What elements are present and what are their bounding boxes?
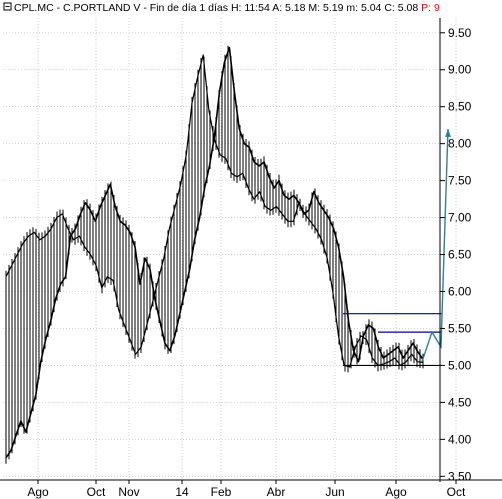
y-tick-label: 4.50 xyxy=(448,395,472,409)
y-tick-label: 9.50 xyxy=(448,26,472,40)
y-axis: 3.50 4.00 4.50 5.00 5.50 6.00 6.50 7.00 7.50 8.00… xyxy=(439,18,472,483)
header-close-label: C: xyxy=(384,2,395,14)
projection-arrowhead-icon xyxy=(445,128,451,137)
y-tick-label: 3.50 xyxy=(448,469,472,483)
header-p-label: P: xyxy=(421,2,431,14)
x-tick-label: Ago xyxy=(27,485,49,499)
y-tick-label: 8.50 xyxy=(448,100,472,114)
x-tick-label: Jun xyxy=(325,485,344,499)
y-tick-label: 5.00 xyxy=(448,358,472,372)
y-tick-label: 9.00 xyxy=(448,63,472,77)
header-high-label: H: xyxy=(231,2,242,14)
y-tick-label: 6.00 xyxy=(448,285,472,299)
y-tick-label: 8.00 xyxy=(448,137,472,151)
y-tick-label: 7.50 xyxy=(448,174,472,188)
header-mid-value: 5.19 xyxy=(323,2,344,14)
header-name: C.PORTLAND V xyxy=(63,2,140,14)
header-close-value: 5.08 xyxy=(398,2,419,14)
price-series xyxy=(5,45,424,464)
header-p-value: 9 xyxy=(434,2,440,14)
annotations xyxy=(343,128,451,367)
header-ask-label: A: xyxy=(272,2,282,14)
y-tick-label: 6.50 xyxy=(448,248,472,262)
header-min-label: m: xyxy=(346,2,358,14)
x-tick-label: Ago xyxy=(385,485,407,499)
header-mid-label: M: xyxy=(308,2,320,14)
x-axis: Ago Oct Nov 14 Feb Abr Jun Ago Oct xyxy=(0,479,502,499)
y-tick-label: 7.00 xyxy=(448,211,472,225)
chart-header: CPL.MC - C.PORTLAND V - Fin de día 1 día… xyxy=(14,2,440,14)
header-high-value: 11:54 xyxy=(244,2,270,14)
x-tick-label: Oct xyxy=(87,485,106,499)
header-ask-value: 5.18 xyxy=(285,2,306,14)
x-tick-label: Feb xyxy=(211,485,232,499)
header-period: Fin de día 1 días xyxy=(150,2,228,14)
y-tick-label: 5.50 xyxy=(448,321,472,335)
header-symbol: CPL.MC xyxy=(14,2,54,14)
x-tick-label: 14 xyxy=(175,485,189,499)
x-tick-label: Abr xyxy=(267,485,286,499)
x-tick-label: Nov xyxy=(118,485,139,499)
x-tick-label: Oct xyxy=(447,485,466,499)
header-min-value: 5.04 xyxy=(361,2,382,14)
y-tick-label: 4.00 xyxy=(448,432,472,446)
projection-line xyxy=(421,128,449,362)
